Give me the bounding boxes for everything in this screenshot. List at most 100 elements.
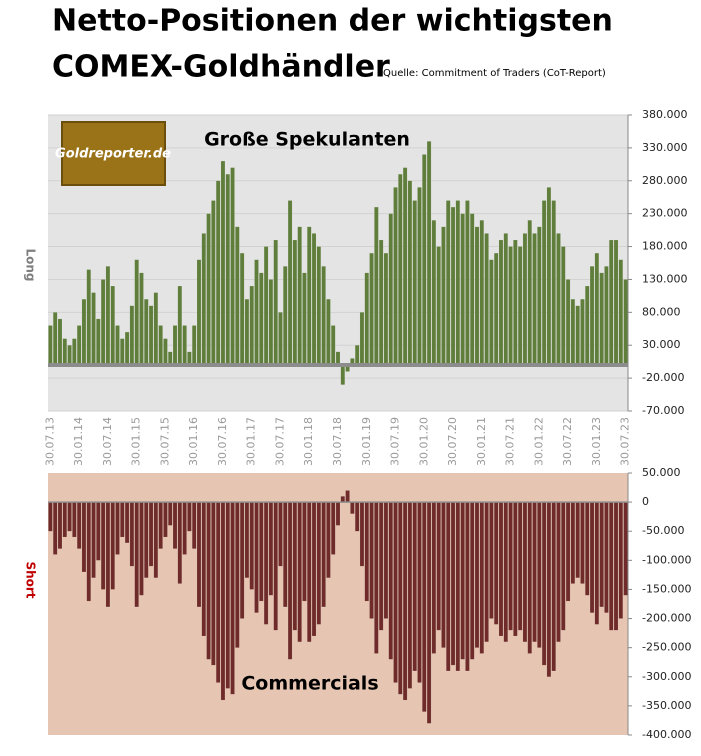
bar xyxy=(527,501,532,654)
bar xyxy=(374,501,379,654)
bar xyxy=(417,187,422,366)
bar xyxy=(67,501,72,532)
bar xyxy=(244,501,250,579)
bar xyxy=(532,233,537,366)
x-tick-label: 30.07.16 xyxy=(216,417,229,466)
bar xyxy=(100,501,106,590)
bar xyxy=(613,239,619,366)
x-tick-label: 30.07.13 xyxy=(43,417,56,466)
bar xyxy=(335,501,341,526)
x-tick-label: 30.01.20 xyxy=(417,417,430,466)
bar xyxy=(556,233,561,366)
bar xyxy=(120,338,125,366)
y-tick-label: 30.000 xyxy=(642,338,681,351)
bar xyxy=(580,298,585,366)
bar xyxy=(532,501,537,643)
bar xyxy=(623,501,628,596)
bar xyxy=(340,364,345,385)
bar xyxy=(163,338,168,366)
y-tick-label: -300.000 xyxy=(642,670,691,683)
y-tick-label: 130.000 xyxy=(642,272,688,285)
bar xyxy=(398,501,403,695)
bar xyxy=(369,252,374,366)
bar xyxy=(484,233,489,366)
bar xyxy=(239,501,245,619)
bar xyxy=(474,501,480,648)
bar xyxy=(350,501,355,514)
bar xyxy=(230,501,235,695)
bar xyxy=(565,501,571,602)
bar xyxy=(623,279,628,366)
bar xyxy=(115,501,120,555)
bar xyxy=(297,226,302,366)
bar xyxy=(91,501,96,579)
bar xyxy=(412,200,417,366)
bar xyxy=(96,501,101,561)
bar xyxy=(412,501,417,672)
bar xyxy=(144,501,149,579)
bar xyxy=(100,279,106,366)
bar xyxy=(139,272,144,366)
bar xyxy=(105,501,111,608)
bar xyxy=(446,501,451,672)
bar xyxy=(211,200,216,366)
bar xyxy=(503,501,508,643)
bar xyxy=(148,501,154,567)
bar xyxy=(76,501,82,549)
bar xyxy=(364,501,369,602)
bar xyxy=(263,501,269,625)
bar xyxy=(263,246,269,366)
logo: Goldreporter.de xyxy=(55,147,171,162)
bar xyxy=(575,501,580,579)
bar xyxy=(139,501,144,596)
bar xyxy=(354,345,360,366)
bar xyxy=(110,501,115,590)
bar xyxy=(307,226,312,366)
bar xyxy=(613,501,619,631)
bar xyxy=(321,266,326,366)
x-tick-label: 30.07.14 xyxy=(101,417,114,466)
bar xyxy=(460,213,465,366)
bar xyxy=(527,220,532,366)
bar xyxy=(206,501,211,660)
x-tick-label: 30.01.15 xyxy=(130,417,143,466)
y-tick-label: 180.000 xyxy=(642,240,688,253)
bar xyxy=(537,226,542,366)
bar xyxy=(158,325,163,366)
bar xyxy=(235,226,240,366)
bar xyxy=(48,325,53,366)
bar xyxy=(62,338,67,366)
bar xyxy=(177,501,183,584)
bar xyxy=(594,252,600,366)
bar xyxy=(311,501,317,637)
y-tick-label: -350.000 xyxy=(642,699,691,712)
bar xyxy=(426,141,432,366)
bar xyxy=(120,501,125,538)
bar xyxy=(268,501,274,596)
y-tick-label: -150.000 xyxy=(642,582,691,595)
bar xyxy=(388,501,393,660)
bar xyxy=(225,501,230,689)
bar xyxy=(551,200,556,366)
bar xyxy=(354,501,360,532)
bar xyxy=(134,259,139,366)
bar xyxy=(86,269,91,366)
bar xyxy=(618,259,624,366)
bar xyxy=(407,501,413,689)
bar xyxy=(589,501,595,613)
bar xyxy=(441,226,446,366)
bar xyxy=(508,246,513,366)
bar xyxy=(52,312,58,366)
bar xyxy=(196,501,202,608)
bar xyxy=(489,259,494,366)
bar xyxy=(278,312,283,366)
bar xyxy=(230,167,235,366)
bar xyxy=(441,501,446,648)
y-tick-label: -250.000 xyxy=(642,641,691,654)
bar xyxy=(537,501,542,648)
bar xyxy=(302,272,307,366)
x-tick-label: 30.01.19 xyxy=(360,417,373,466)
bar xyxy=(561,501,566,631)
bar xyxy=(599,272,604,366)
bar xyxy=(446,200,451,366)
